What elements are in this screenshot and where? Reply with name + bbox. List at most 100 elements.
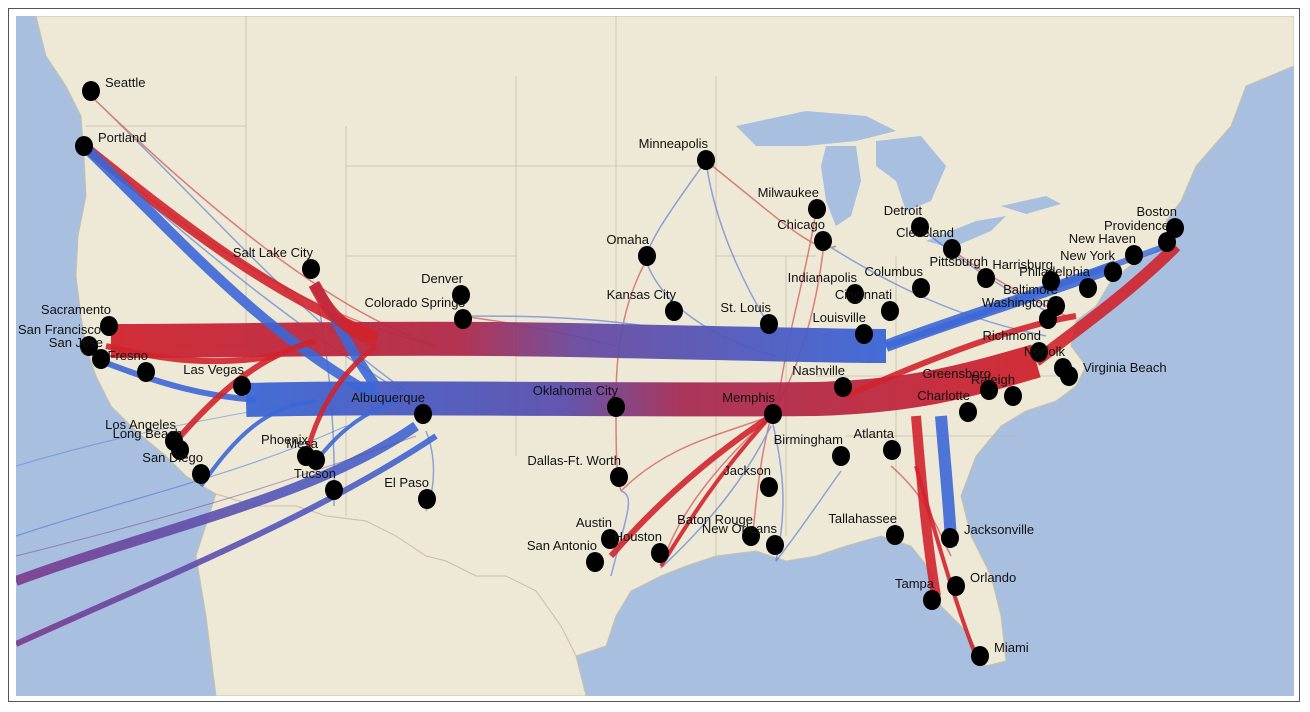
city-nashville: Nashville xyxy=(792,363,852,397)
city-label: Tampa xyxy=(895,576,935,591)
city-marker xyxy=(760,314,778,334)
city-san-francisco: San Francisco xyxy=(18,322,101,356)
city-label: Tallahassee xyxy=(828,511,897,526)
city-marker xyxy=(414,404,432,424)
city-label: Las Vegas xyxy=(183,362,244,377)
city-label: Salt Lake City xyxy=(233,245,314,260)
city-marker xyxy=(1125,245,1143,265)
city-fresno: Fresno xyxy=(108,348,155,382)
city-label: San Jose xyxy=(49,335,103,350)
city-marker xyxy=(980,380,998,400)
city-label: New Orleans xyxy=(702,521,778,536)
city-label: Greensboro xyxy=(922,366,991,381)
city-label: Memphis xyxy=(722,390,775,405)
city-marker xyxy=(192,464,210,484)
city-marker xyxy=(1042,271,1060,291)
city-marker xyxy=(452,285,470,305)
city-label: St. Louis xyxy=(720,300,771,315)
city-marker xyxy=(832,446,850,466)
city-marker xyxy=(808,199,826,219)
city-marker xyxy=(923,590,941,610)
city-label: Cincinnati xyxy=(835,287,892,302)
city-marker xyxy=(665,301,683,321)
city-memphis: Memphis xyxy=(722,390,782,424)
city-label: Baton Rouge xyxy=(677,512,753,527)
city-louisville: Louisville xyxy=(813,310,873,344)
city-marker xyxy=(764,404,782,424)
city-chicago: Chicago xyxy=(777,217,832,251)
city-label: Indianapolis xyxy=(788,270,858,285)
city-label: Dallas-Ft. Worth xyxy=(527,453,621,468)
city-label: Mesa xyxy=(286,436,319,451)
city-miami: Miami xyxy=(971,640,1029,666)
city-label: New Haven xyxy=(1069,231,1136,246)
city-marker xyxy=(1166,218,1184,238)
city-marker xyxy=(137,362,155,382)
city-marker xyxy=(742,526,760,546)
city-new-york: New York xyxy=(1060,248,1122,282)
city-label: Raleigh xyxy=(971,372,1015,387)
city-sacramento: Sacramento xyxy=(41,302,118,336)
city-label: Kansas City xyxy=(607,287,677,302)
lake-superior xyxy=(736,111,896,146)
city-label: Milwaukee xyxy=(758,185,819,200)
city-marker xyxy=(586,552,604,572)
city-label: Albuquerque xyxy=(351,390,425,405)
city-greensboro: Greensboro xyxy=(922,366,998,400)
city-omaha: Omaha xyxy=(606,232,656,266)
city-indianapolis: Indianapolis xyxy=(788,270,864,304)
city-label: Charlotte xyxy=(917,388,970,403)
city-albuquerque: Albuquerque xyxy=(351,390,432,424)
city-label: San Antonio xyxy=(527,538,597,553)
city-tampa: Tampa xyxy=(895,576,941,610)
city-marker xyxy=(959,402,977,422)
city-marker xyxy=(1104,262,1122,282)
city-marker xyxy=(651,543,669,563)
city-label: Birmingham xyxy=(774,432,843,447)
city-marker xyxy=(418,489,436,509)
city-cleveland: Cleveland xyxy=(896,225,961,259)
city-label: Tucson xyxy=(294,466,336,481)
city-el-paso: El Paso xyxy=(384,475,436,509)
city-dallas-ft-worth: Dallas-Ft. Worth xyxy=(527,453,628,487)
city-colorado-springs: Colorado Springs xyxy=(365,295,472,329)
city-marker xyxy=(454,309,472,329)
mexico-land xyxy=(195,493,587,696)
city-long-beach: Long Beach xyxy=(113,426,189,460)
city-label: Seattle xyxy=(105,75,145,90)
city-marker xyxy=(1004,386,1022,406)
city-label: Providence xyxy=(1104,218,1169,233)
city-new-haven: New Haven xyxy=(1069,231,1143,265)
city-label: Richmond xyxy=(982,328,1041,343)
city-label: Louisville xyxy=(813,310,866,325)
city-marker xyxy=(325,480,343,500)
city-marker xyxy=(814,231,832,251)
city-marker xyxy=(75,136,93,156)
city-label: Colorado Springs xyxy=(365,295,466,310)
city-label: Los Angeles xyxy=(105,417,176,432)
lake-erie xyxy=(926,216,1006,248)
city-seattle: Seattle xyxy=(82,75,145,101)
city-marker xyxy=(233,376,251,396)
city-boston: Boston xyxy=(1137,204,1184,238)
city-marker xyxy=(766,535,784,555)
city-label: Long Beach xyxy=(113,426,182,441)
city-marker xyxy=(82,81,100,101)
city-label: Harrisburg xyxy=(992,257,1053,272)
city-raleigh: Raleigh xyxy=(971,372,1022,406)
city-pittsburgh: Pittsburgh xyxy=(929,254,995,288)
city-label: Omaha xyxy=(606,232,649,247)
city-label: Columbus xyxy=(864,264,923,279)
city-tucson: Tucson xyxy=(294,466,343,500)
city-tallahassee: Tallahassee xyxy=(828,511,904,545)
city-label: El Paso xyxy=(384,475,429,490)
city-marker xyxy=(834,377,852,397)
city-label: Jackson xyxy=(723,463,771,478)
city-marker xyxy=(610,467,628,487)
city-houston: Houston xyxy=(614,529,669,563)
city-san-antonio: San Antonio xyxy=(527,538,604,572)
city-san-jose: San Jose xyxy=(49,335,110,369)
city-marker xyxy=(171,440,189,460)
city-marker xyxy=(1060,366,1078,386)
